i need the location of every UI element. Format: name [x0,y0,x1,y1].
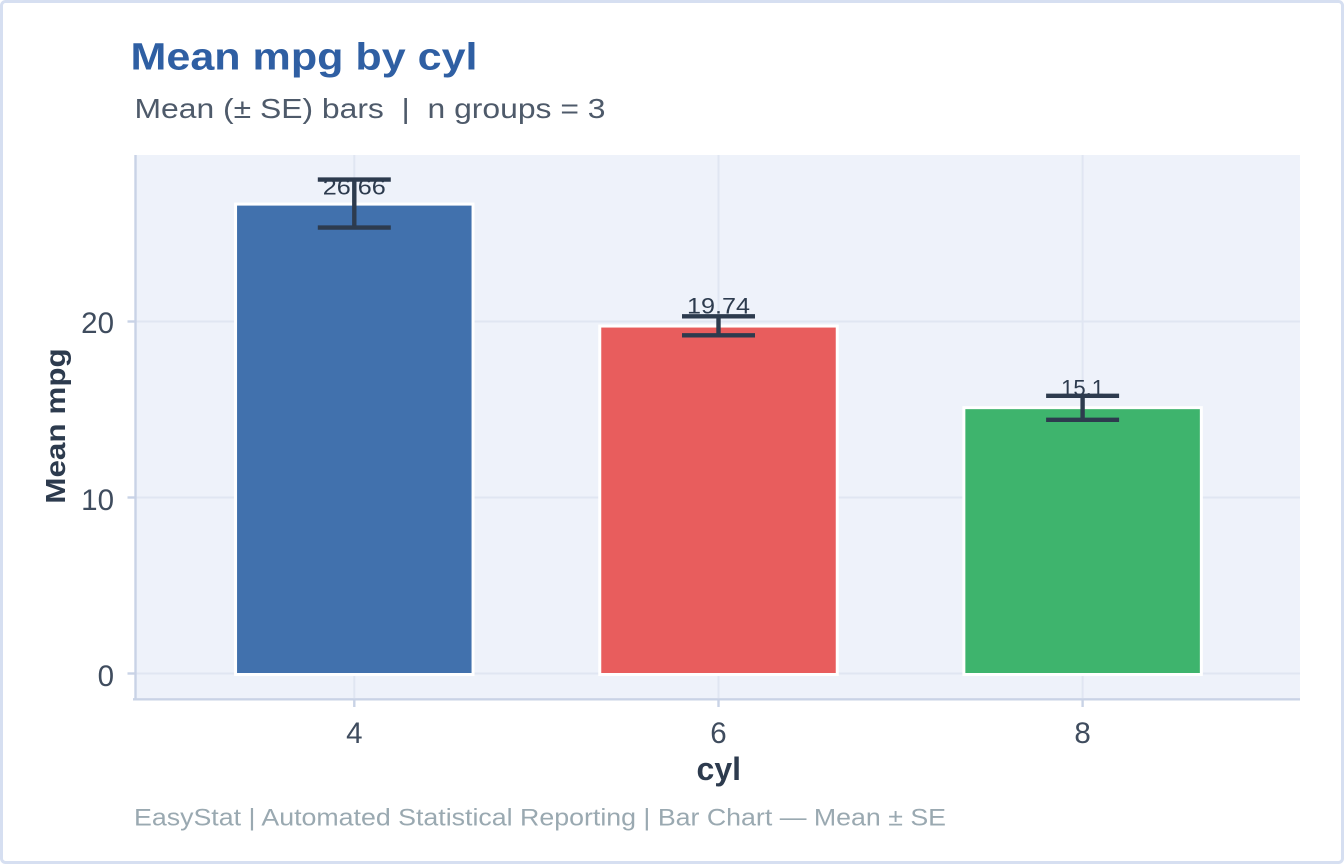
svg-text:0: 0 [98,660,114,693]
svg-text:Mean (± SE) bars | n groups: Mean (± SE) bars | n groups = 3 [135,93,606,124]
svg-text:4: 4 [346,717,362,750]
svg-text:cyl: cyl [697,751,741,787]
svg-text:EasyStat | Automated Statistic: EasyStat | Automated Statistical Reporti… [134,804,946,831]
svg-text:Mean mpg: Mean mpg [40,348,71,504]
svg-text:20: 20 [81,307,114,340]
svg-text:10: 10 [81,484,114,517]
svg-text:Mean mpg by cyl: Mean mpg by cyl [131,36,478,78]
svg-text:6: 6 [710,717,726,750]
svg-text:8: 8 [1074,717,1090,750]
